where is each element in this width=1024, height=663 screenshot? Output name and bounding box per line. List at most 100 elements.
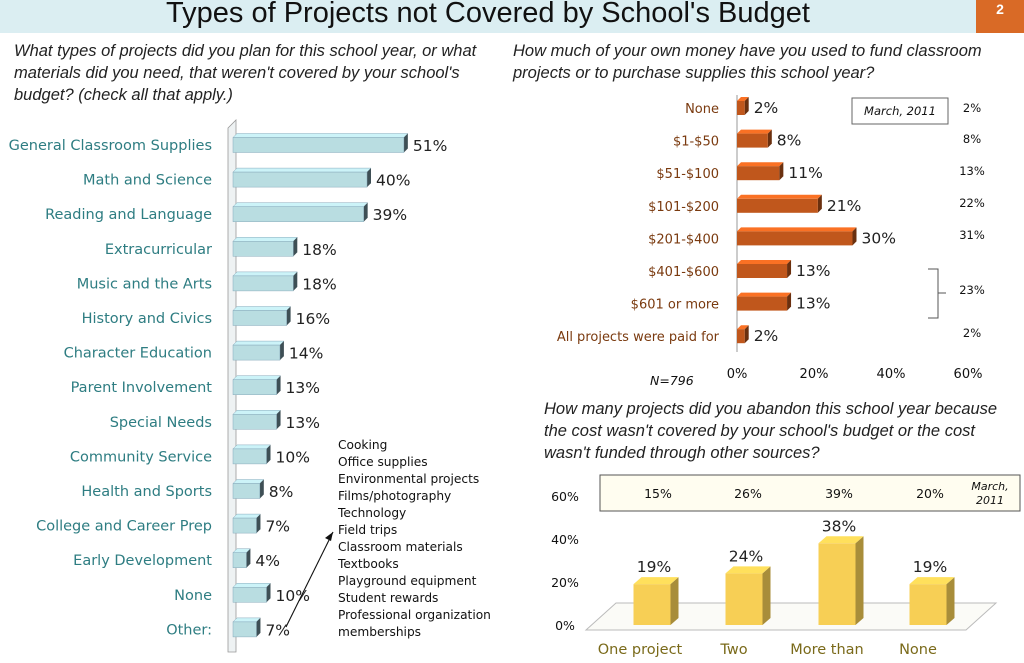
y-tick-label: 20%	[551, 575, 579, 590]
comparison-value: 13%	[959, 164, 985, 178]
bar-end	[403, 133, 408, 153]
pointer-arrowhead	[325, 532, 333, 541]
project-types-chart: General Classroom Supplies 51% Math and Sc…	[9, 119, 491, 653]
bar-top	[737, 129, 772, 134]
column-top	[725, 566, 771, 574]
question-abandoned-projects: How many projects did you abandon this s…	[544, 400, 998, 462]
category-label: Special Needs	[110, 415, 212, 431]
bar-top	[737, 97, 749, 101]
category-label: Health and Sports	[81, 484, 212, 500]
bar-top	[737, 325, 749, 330]
bar	[737, 231, 853, 246]
bar-end	[367, 168, 371, 188]
data-label: 8%	[777, 132, 802, 150]
bar-top	[232, 513, 262, 519]
slide-title: Types of Projects not Covered by School'…	[166, 0, 810, 29]
column-side	[946, 577, 955, 625]
data-label: 51%	[413, 137, 447, 155]
bar	[232, 137, 405, 153]
bar	[232, 552, 247, 568]
category-label: Parent Involvement	[71, 380, 213, 396]
other-item: Technology	[337, 506, 406, 520]
data-label: 11%	[788, 164, 822, 182]
column-side	[670, 577, 679, 625]
data-label: 19%	[913, 558, 947, 576]
comparison-legend-box	[851, 97, 949, 125]
data-label: 30%	[862, 229, 896, 247]
bar-end	[817, 194, 822, 213]
category-label: $101-$200	[648, 200, 719, 215]
bar	[232, 171, 368, 188]
comparison-value: 15%	[644, 486, 672, 501]
category-label: Early Development	[73, 553, 212, 569]
abandoned-projects-chart: 0% 20% 40% 60% 15% 26% 39% 20% March,2011 19% One …	[551, 474, 1021, 658]
bar	[232, 206, 364, 222]
other-item: Office supplies	[338, 455, 428, 469]
bar-end	[852, 227, 857, 246]
x-tick-label: 20%	[800, 367, 829, 382]
other-item: Environmental projects	[338, 472, 479, 486]
comparison-legend-label: March, 2011	[864, 104, 936, 118]
category-label: $201-$400	[648, 232, 719, 247]
data-label: 10%	[276, 448, 310, 466]
comparison-legend-label: 2011	[976, 494, 1004, 507]
bar	[737, 133, 768, 148]
category-label: Community Service	[70, 449, 212, 465]
bar	[737, 198, 818, 213]
category-label: Math and Science	[83, 173, 212, 189]
data-label: 10%	[276, 587, 310, 605]
bar-top	[232, 444, 272, 450]
category-label: $401-$600	[648, 265, 719, 280]
question-project-types: What types of projects did you plan for …	[14, 42, 477, 104]
bar-top	[232, 271, 298, 277]
comparison-value: 22%	[959, 196, 985, 210]
bar	[232, 587, 267, 603]
data-label: 2%	[754, 99, 779, 117]
data-label: 38%	[822, 517, 856, 535]
comparison-legend-label: March,	[971, 480, 1008, 493]
bar	[232, 517, 257, 534]
column-top	[633, 577, 679, 585]
bar-end	[276, 375, 281, 395]
bar	[232, 414, 277, 430]
sample-size-note: N=796	[650, 373, 694, 388]
slide-number: 2	[976, 0, 1024, 33]
data-label: 39%	[373, 206, 407, 224]
bar-top	[232, 133, 409, 138]
bar-top	[232, 410, 282, 415]
bar	[737, 264, 788, 278]
bar-end	[256, 617, 261, 637]
other-item: Student rewards	[338, 591, 438, 605]
data-label: 8%	[269, 483, 294, 501]
comparison-value: 23%	[959, 283, 985, 297]
data-label: 7%	[265, 621, 290, 639]
category-label: History and Civics	[82, 311, 212, 327]
data-label: 18%	[302, 275, 336, 293]
bar-end	[266, 583, 271, 603]
data-label: 13%	[286, 414, 320, 432]
bar-top	[737, 162, 784, 167]
category-label: Extracurricular	[105, 242, 212, 258]
y-tick-label: 40%	[551, 532, 579, 547]
bar	[232, 275, 294, 292]
bar	[232, 621, 257, 638]
other-item: Films/photography	[338, 489, 451, 503]
bar-end	[259, 479, 264, 499]
data-label: 4%	[255, 552, 280, 570]
x-tick-label: 60%	[954, 367, 983, 382]
comparison-value: 39%	[825, 486, 853, 501]
bar-end	[363, 202, 368, 222]
other-item: Textbooks	[337, 557, 399, 571]
bar	[737, 296, 788, 311]
category-label: More than	[790, 642, 864, 658]
x-tick-label: 0%	[727, 367, 748, 382]
column	[633, 584, 671, 625]
data-label: 18%	[302, 241, 336, 259]
comparison-value: 20%	[916, 486, 944, 501]
data-label: 13%	[796, 295, 830, 313]
data-label: 21%	[827, 197, 861, 215]
data-label: 7%	[265, 518, 290, 536]
pointer-arrow	[285, 531, 334, 628]
column	[725, 573, 763, 625]
